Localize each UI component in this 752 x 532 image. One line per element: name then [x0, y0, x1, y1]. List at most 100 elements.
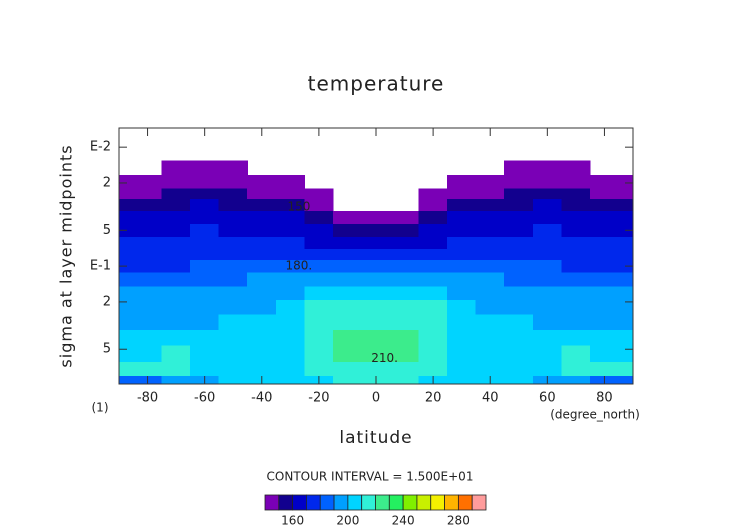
contour-cell	[361, 211, 391, 225]
contour-cell	[418, 272, 448, 287]
contour-cell	[361, 286, 391, 301]
contour-cell	[618, 224, 634, 238]
contour-cell	[618, 286, 634, 301]
contour-cell	[118, 198, 134, 212]
contour-cell	[475, 198, 505, 212]
contour-cell	[132, 188, 163, 200]
contour-cell	[475, 345, 505, 363]
contour-label: 180.	[286, 259, 313, 273]
contour-cell	[589, 188, 620, 200]
chart-title: temperature	[308, 72, 445, 96]
contour-cell	[561, 314, 591, 331]
contour-cell	[532, 224, 562, 238]
contour-cell	[561, 299, 591, 316]
contour-cell	[561, 361, 591, 377]
contour-cell	[561, 260, 591, 274]
contour-cell	[247, 329, 277, 347]
contour-cell	[118, 211, 134, 225]
contour-cell	[161, 329, 191, 347]
contour-cell	[190, 198, 220, 212]
x-tick-label: 40	[482, 391, 499, 406]
contour-cell	[618, 248, 634, 261]
colorbar-box	[388, 494, 404, 511]
contour-cell	[504, 361, 534, 377]
contour-cell	[589, 329, 620, 347]
contour-cell	[247, 248, 277, 261]
colorbar-box	[416, 494, 432, 511]
contour-cell	[190, 299, 220, 316]
contour-cell	[332, 361, 363, 377]
contour-cell	[275, 314, 305, 331]
contour-cell	[118, 314, 134, 331]
contour-cell	[561, 248, 591, 261]
contour-cell	[247, 361, 277, 377]
contour-cell	[218, 248, 248, 261]
contour-cell	[361, 272, 391, 287]
contour-cell	[389, 314, 420, 331]
contour-cell	[190, 260, 220, 274]
contour-cell	[132, 198, 163, 212]
contour-cell	[132, 299, 163, 316]
contour-cell	[275, 286, 305, 301]
contour-cell	[118, 248, 134, 261]
contour-cell	[332, 329, 363, 347]
contour-cell	[361, 236, 391, 250]
contour-cell	[132, 329, 163, 347]
contour-cell	[561, 375, 591, 385]
contour-cell	[561, 175, 591, 190]
contour-cell	[304, 299, 334, 316]
contour-cell	[132, 175, 163, 190]
contour-cell	[161, 375, 191, 385]
contour-cell	[275, 188, 305, 200]
contour-cell	[532, 272, 562, 287]
contour-cell	[275, 272, 305, 287]
y-tick-label: 5	[103, 223, 111, 238]
contour-cell	[247, 345, 277, 363]
contour-cell	[132, 314, 163, 331]
contour-cell	[247, 260, 277, 274]
contour-cell	[618, 211, 634, 225]
contour-cell	[304, 224, 334, 238]
contour-cell	[161, 236, 191, 250]
colorbar-box	[347, 494, 363, 511]
contour-cell	[332, 224, 363, 238]
contour-cell	[304, 272, 334, 287]
contour-cell	[190, 248, 220, 261]
colorbar-box	[292, 494, 307, 511]
contour-cell	[161, 286, 191, 301]
contour-cell	[118, 260, 134, 274]
contour-label: 150	[287, 200, 310, 214]
contour-cell	[118, 236, 134, 250]
colorbar-box	[333, 494, 349, 511]
contour-cell	[161, 248, 191, 261]
contour-cell	[418, 211, 448, 225]
contour-cell	[589, 272, 620, 287]
contour-cell	[218, 211, 248, 225]
contour-cell	[532, 345, 562, 363]
contour-cell	[118, 361, 134, 377]
colorbar-box	[430, 494, 445, 511]
contour-cell	[190, 188, 220, 200]
contour-cell	[247, 314, 277, 331]
contour-cell	[532, 361, 562, 377]
contour-cell	[275, 175, 305, 190]
contour-cell	[561, 211, 591, 225]
contour-cell	[161, 314, 191, 331]
contour-cell	[304, 188, 334, 200]
contour-cell	[447, 211, 477, 225]
contour-cell	[475, 361, 505, 377]
contour-cell	[218, 314, 248, 331]
contour-cell	[504, 188, 534, 200]
contour-cell	[475, 314, 505, 331]
contour-cell	[332, 314, 363, 331]
contour-cell	[447, 198, 477, 212]
contour-cell	[589, 286, 620, 301]
x-tick-label: -40	[251, 391, 272, 406]
contour-cell	[475, 299, 505, 316]
colorbar-box	[402, 494, 418, 511]
contour-cell	[218, 299, 248, 316]
contour-cell	[418, 260, 448, 274]
contour-cell	[504, 375, 534, 385]
contour-cell	[304, 361, 334, 377]
contour-cell	[118, 345, 134, 363]
